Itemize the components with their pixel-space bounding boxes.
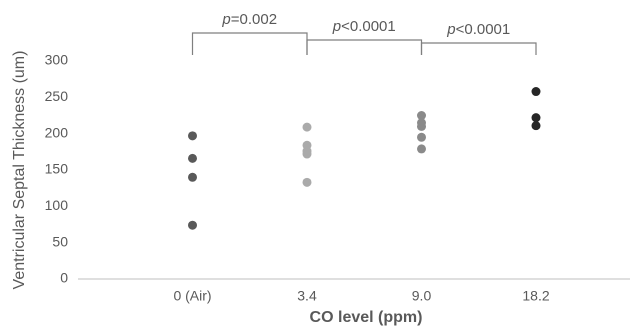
y-tick-label: 250 xyxy=(45,88,69,104)
data-point xyxy=(417,111,426,120)
y-tick-label: 200 xyxy=(45,124,69,140)
data-point xyxy=(531,87,541,97)
data-point xyxy=(417,144,426,154)
data-point xyxy=(302,177,312,187)
significance-bracket xyxy=(306,39,423,55)
data-point xyxy=(188,153,197,163)
x-axis-title: CO level (ppm) xyxy=(310,309,423,326)
y-tick-label: 0 xyxy=(60,270,68,286)
y-tick-label: 300 xyxy=(45,52,69,68)
x-tick-label: 0 (Air) xyxy=(173,288,211,304)
x-tick-label: 18.2 xyxy=(522,288,549,304)
data-point xyxy=(188,172,197,182)
data-point xyxy=(531,121,541,131)
data-point xyxy=(188,131,197,141)
data-point xyxy=(531,113,541,123)
data-point xyxy=(188,220,197,230)
data-point xyxy=(417,121,426,131)
significance-bracket xyxy=(191,32,308,55)
data-point xyxy=(302,122,312,132)
data-point xyxy=(302,149,312,159)
p-value-label: p<0.0001 xyxy=(332,18,396,35)
y-axis-title: Ventricular Septal Thickness (um) xyxy=(11,51,28,290)
y-tick-label: 50 xyxy=(52,233,68,249)
data-point xyxy=(417,132,426,142)
significance-bracket xyxy=(420,42,537,55)
p-value-label: p=0.002 xyxy=(221,11,277,28)
y-tick-label: 100 xyxy=(45,197,69,213)
y-tick-label: 150 xyxy=(45,161,69,177)
p-value-label: p<0.0001 xyxy=(446,21,510,38)
x-tick-label: 3.4 xyxy=(297,288,317,304)
x-tick-label: 9.0 xyxy=(412,288,432,304)
